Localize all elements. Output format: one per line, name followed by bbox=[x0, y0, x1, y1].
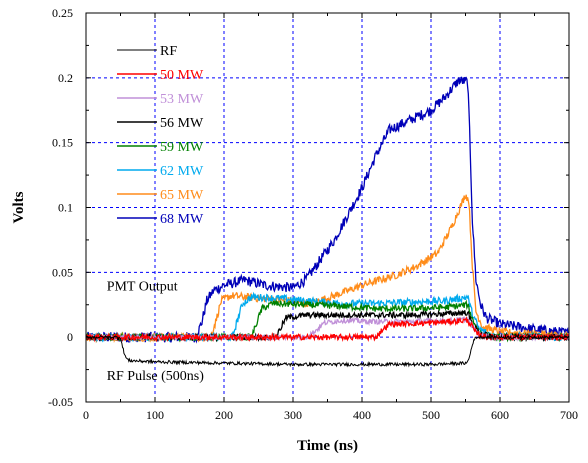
x-tick-label: 100 bbox=[146, 408, 164, 422]
y-tick-label: 0.2 bbox=[58, 71, 73, 85]
x-axis-label: Time (ns) bbox=[297, 438, 358, 454]
x-tick-label: 700 bbox=[560, 408, 578, 422]
annotations: PMT Output RF Pulse (500ns) bbox=[107, 279, 205, 383]
annotation-label: PMT Output bbox=[107, 279, 178, 294]
legend-label: 62 MW bbox=[160, 164, 204, 179]
legend-label: RF bbox=[160, 44, 177, 59]
grid-lines bbox=[86, 13, 569, 402]
axis-ticks: 0 100 200 300 400 500 600 700 -0.05 0 0.05 0.1 0.15 0… bbox=[48, 6, 578, 422]
series-layer bbox=[85, 76, 570, 368]
x-tick-label: 600 bbox=[491, 408, 509, 422]
y-tick-label: 0.25 bbox=[52, 6, 73, 20]
x-tick-label: 0 bbox=[83, 408, 89, 422]
series-line-68-mw bbox=[85, 76, 570, 344]
annotation-label: RF Pulse (500ns) bbox=[107, 369, 205, 384]
legend-label: 56 MW bbox=[160, 116, 204, 131]
y-tick-label: 0.1 bbox=[58, 201, 73, 215]
y-axis-label: Volts bbox=[11, 191, 27, 223]
legend-label: 53 MW bbox=[160, 92, 204, 107]
legend-label: 59 MW bbox=[160, 140, 204, 155]
legend-label: 65 MW bbox=[160, 188, 204, 203]
y-tick-label: 0.15 bbox=[52, 136, 73, 150]
legend-label: 68 MW bbox=[160, 212, 204, 227]
legend-label: 50 MW bbox=[160, 68, 204, 83]
legend: RF 50 MW 53 MW 56 MW 59 MW 62 MW 65 MW 68 MW bbox=[117, 44, 204, 227]
y-tick-label: 0 bbox=[67, 330, 73, 344]
y-tick-label: 0.05 bbox=[52, 265, 73, 279]
x-tick-label: 200 bbox=[215, 408, 233, 422]
x-tick-label: 300 bbox=[284, 408, 302, 422]
y-tick-label: -0.05 bbox=[48, 395, 73, 409]
x-tick-label: 400 bbox=[353, 408, 371, 422]
series-line-rf bbox=[85, 333, 570, 368]
x-tick-label: 500 bbox=[422, 408, 440, 422]
